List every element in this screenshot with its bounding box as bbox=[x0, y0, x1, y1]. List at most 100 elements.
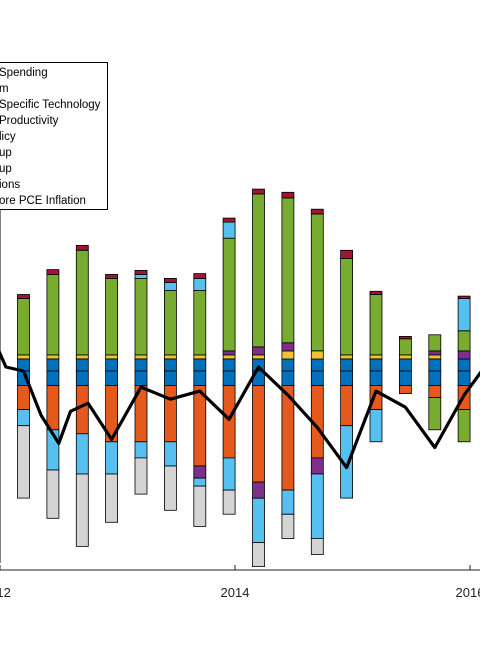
bar-segment-maroon bbox=[340, 249, 354, 259]
bar-segment-maroon bbox=[134, 269, 148, 275]
bar-segment-blue_neg bbox=[398, 370, 412, 386]
bar-segment-maroon bbox=[310, 208, 324, 215]
bar-segment-green bbox=[457, 330, 471, 352]
bar-segment-orange_neg bbox=[193, 385, 207, 467]
bar-segment-blue bbox=[310, 358, 324, 372]
bar-segment-purple bbox=[222, 350, 236, 356]
bar-segment-green bbox=[46, 273, 60, 356]
x-tick-label: 2014 bbox=[221, 585, 250, 600]
bar-segment-orange_neg bbox=[340, 385, 354, 427]
bar-segment-blue_neg bbox=[428, 370, 442, 386]
bar-segment-lightblue bbox=[134, 273, 148, 279]
bar-segment-blue_neg bbox=[134, 370, 148, 386]
bar-segment-yellow bbox=[340, 354, 354, 360]
legend-entry: up bbox=[0, 147, 12, 159]
legend-entry: m bbox=[0, 83, 9, 95]
axes-layer: 0122014201620182020 bbox=[0, 565, 480, 600]
bar-segment-orange_neg bbox=[75, 385, 89, 435]
bar-segment-orange_neg bbox=[222, 385, 236, 459]
bar-segment-purple_neg bbox=[252, 481, 265, 499]
legend-entry: up bbox=[0, 163, 12, 175]
bar-segment-purple bbox=[252, 346, 265, 356]
bar-segment-green bbox=[310, 213, 324, 352]
legend-entry: ore PCE Inflation bbox=[0, 195, 86, 207]
bar-segment-green bbox=[428, 334, 442, 352]
line-layer bbox=[0, 349, 480, 470]
bar-segment-maroon bbox=[252, 188, 265, 195]
bar-segment-lightblue_neg bbox=[310, 473, 324, 539]
bar-segment-blue_neg bbox=[75, 370, 89, 386]
bar-segment-yellow bbox=[105, 354, 118, 360]
bar-segment-yellow bbox=[193, 354, 207, 360]
bar-segment-lightblue_neg bbox=[163, 441, 177, 467]
bar-segment-blue_neg bbox=[369, 370, 383, 386]
bar-segment-maroon bbox=[105, 273, 118, 279]
bar-segment-lightblue_neg bbox=[369, 409, 383, 443]
bar-segment-yellow bbox=[281, 350, 295, 360]
bar-segment-lightblue_neg bbox=[281, 489, 295, 515]
bar-segment-orange_neg bbox=[46, 385, 60, 431]
bar-segment-blue bbox=[46, 358, 60, 372]
bar-segment-orange_neg bbox=[398, 385, 412, 395]
legend-entry: Spending bbox=[0, 67, 48, 79]
bar-segment-lightblue bbox=[457, 298, 471, 332]
bar-segment-blue bbox=[134, 358, 148, 372]
bar-segment-blue bbox=[75, 358, 89, 372]
bar-segment-purple bbox=[281, 342, 295, 352]
bar-segment-gray_neg bbox=[163, 465, 177, 511]
bar-segment-maroon bbox=[75, 244, 89, 251]
x-tick-label: 012 bbox=[0, 585, 11, 600]
bar-segment-yellow bbox=[222, 354, 236, 360]
bar-segment-lightblue_neg bbox=[105, 441, 118, 475]
bar-segment-purple_neg bbox=[193, 465, 207, 479]
bar-segment-yellow bbox=[163, 354, 177, 360]
bar-segment-blue bbox=[222, 358, 236, 372]
bar-segment-gray_neg bbox=[222, 489, 236, 515]
bar-segment-green bbox=[340, 257, 354, 356]
bar-segment-blue bbox=[340, 358, 354, 372]
bar-segment-lightblue_neg bbox=[222, 457, 236, 491]
bar-segment-yellow bbox=[428, 354, 442, 360]
bar-segment-maroon bbox=[163, 277, 177, 283]
bar-segment-gray_neg bbox=[252, 542, 265, 568]
bar-segment-green bbox=[193, 290, 207, 356]
legend-entry: Productivity bbox=[0, 115, 59, 127]
bar-segment-lightblue_neg bbox=[17, 409, 30, 427]
bar-segment-gray_neg bbox=[281, 513, 295, 539]
legend-entry: ions bbox=[0, 179, 21, 191]
bar-segment-blue_neg bbox=[310, 370, 324, 386]
bar-segment-green bbox=[17, 298, 30, 356]
bar-segment-yellow bbox=[310, 350, 324, 360]
chart-legend: Spending m Specific Technology Productivity… bbox=[0, 62, 108, 210]
bar-segment-green bbox=[281, 197, 295, 344]
bar-segment-blue bbox=[369, 358, 383, 372]
bar-segment-gray_neg bbox=[105, 473, 118, 523]
bar-segment-orange_neg bbox=[163, 385, 177, 443]
bar-segment-maroon bbox=[369, 290, 383, 295]
x-tick-label: 2016 bbox=[456, 585, 480, 600]
bar-segment-yellow bbox=[134, 354, 148, 360]
bar-segment-green bbox=[222, 237, 236, 352]
bar-segment-green bbox=[163, 290, 177, 356]
bars-layer bbox=[0, 169, 471, 568]
bar-segment-blue bbox=[398, 358, 412, 372]
bar-segment-blue bbox=[428, 358, 442, 372]
bar-segment-yellow bbox=[17, 354, 30, 360]
bar-segment-gray_neg bbox=[75, 473, 89, 547]
bar-segment-blue bbox=[457, 358, 471, 372]
bar-segment-green bbox=[369, 294, 383, 356]
bar-segment-lightblue bbox=[163, 281, 177, 291]
bar-segment-blue bbox=[193, 358, 207, 372]
legend-entry: licy bbox=[0, 131, 16, 143]
bar-segment-lightblue bbox=[222, 221, 236, 239]
bar-segment-yellow bbox=[398, 354, 412, 360]
bar-segment-lightblue_neg bbox=[134, 441, 148, 459]
bar-segment-maroon bbox=[46, 269, 60, 275]
bar-segment-purple_neg bbox=[310, 457, 324, 475]
bar-segment-green bbox=[134, 277, 148, 356]
bar-segment-blue_neg bbox=[46, 370, 60, 386]
bar-segment-maroon bbox=[17, 294, 30, 299]
legend-entry: Specific Technology bbox=[0, 99, 101, 111]
bar-segment-gray_neg bbox=[46, 469, 60, 519]
bar-segment-green bbox=[75, 249, 89, 356]
